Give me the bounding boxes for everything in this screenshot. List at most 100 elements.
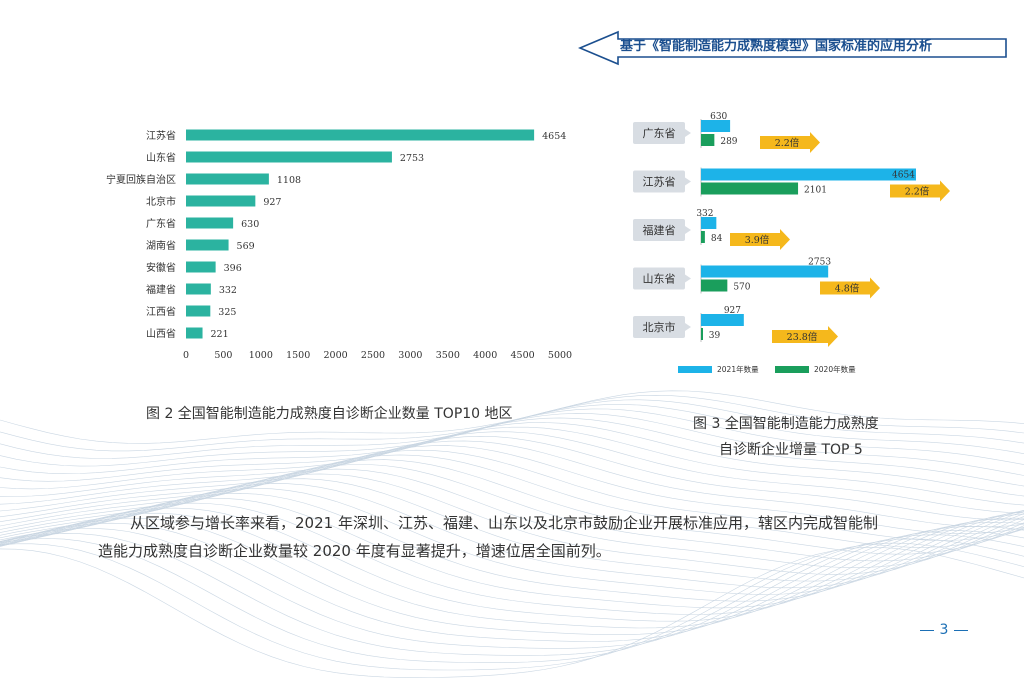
fig3-value-2020: 570 bbox=[733, 283, 750, 293]
fig2-category-label: 广东省 bbox=[146, 217, 176, 230]
fig2-category-label: 福建省 bbox=[146, 283, 176, 296]
wave-line bbox=[0, 528, 1024, 649]
fig3-value-2021: 2753 bbox=[808, 258, 831, 268]
fig3-category-box bbox=[633, 122, 685, 144]
fig3-category-label: 山东省 bbox=[643, 273, 676, 286]
fig3-category-label: 北京市 bbox=[643, 320, 676, 334]
fig2-bar bbox=[186, 195, 256, 207]
fig2-value-label: 4654 bbox=[542, 131, 566, 142]
wave-line bbox=[0, 417, 1024, 490]
fig2-tick-label: 1000 bbox=[249, 350, 273, 361]
figure3-caption-line1: 图 3 全国智能制造能力成熟度 bbox=[693, 416, 879, 432]
fig3-category-box bbox=[633, 170, 685, 193]
wave-line bbox=[0, 449, 1024, 541]
fig2-value-label: 2753 bbox=[400, 153, 424, 164]
fig2-bar bbox=[186, 173, 269, 185]
paragraph-line-2: 造能力成熟度自诊断企业数量较 2020 年度有显著提升，增速位居全国前列。 bbox=[98, 542, 611, 560]
fig3-bar-2021 bbox=[701, 168, 916, 181]
fig3-category-box bbox=[633, 219, 685, 241]
fig2-category-label: 山西省 bbox=[146, 327, 176, 340]
fig3-growth-arrow bbox=[772, 326, 838, 347]
fig3-growth-label: 4.8倍 bbox=[835, 283, 860, 295]
fig3-category-box-pointer bbox=[685, 129, 691, 137]
fig3-bar-2020 bbox=[701, 231, 705, 243]
fig3-bar-2021 bbox=[701, 265, 829, 278]
wave-line bbox=[0, 533, 1024, 656]
fig3-growth-label: 2.2倍 bbox=[775, 137, 800, 149]
wave-line bbox=[0, 413, 1024, 482]
fig2-tick-label: 4500 bbox=[511, 350, 535, 361]
fig2-tick-label: 500 bbox=[214, 350, 232, 361]
wave-line bbox=[0, 492, 1024, 602]
fig2-bar bbox=[186, 327, 203, 339]
fig2-bar bbox=[186, 151, 392, 163]
header-arrow-banner bbox=[578, 30, 1007, 66]
wave-line bbox=[0, 431, 1024, 514]
wave-line bbox=[0, 547, 1024, 678]
fig2-value-label: 630 bbox=[241, 219, 259, 230]
fig3-growth-label: 3.9倍 bbox=[745, 234, 770, 246]
figure3-caption-line2: 自诊断企业增量 TOP 5 bbox=[719, 442, 863, 458]
fig3-category-box-pointer bbox=[685, 226, 691, 234]
wave-line bbox=[0, 426, 1024, 506]
fig3-bar-2021 bbox=[701, 217, 717, 229]
fig2-bar bbox=[186, 239, 229, 251]
wave-line bbox=[0, 435, 1024, 521]
page-number-dash-left bbox=[919, 629, 934, 631]
wave-line bbox=[0, 473, 1024, 575]
fig2-bar bbox=[186, 129, 535, 141]
fig3-legend-swatch-2021 bbox=[678, 366, 712, 373]
fig3-legend-label-2021: 2021年数量 bbox=[717, 364, 759, 374]
wave-line bbox=[0, 542, 1024, 671]
fig3-legend-swatch-2020 bbox=[775, 366, 809, 373]
fig2-tick-label: 4000 bbox=[473, 350, 497, 361]
fig2-category-label: 北京市 bbox=[146, 195, 176, 208]
fig2-bar bbox=[186, 283, 211, 295]
page-number-dash-right bbox=[954, 629, 969, 631]
fig2-tick-label: 0 bbox=[183, 350, 189, 361]
fig3-value-2020: 289 bbox=[720, 137, 737, 147]
fig2-category-label: 安徽省 bbox=[146, 261, 176, 274]
fig3-value-2020: 84 bbox=[711, 234, 723, 244]
fig2-bar bbox=[186, 217, 234, 229]
fig2-value-label: 396 bbox=[224, 263, 242, 274]
fig2-value-label: 1108 bbox=[277, 175, 301, 186]
fig2-value-label: 332 bbox=[219, 285, 237, 296]
figure2-bar-chart: 江苏省 4654 山东省 2753 宁夏回族自治区 1108 北京市 927 广东省 630 湖南省… bbox=[106, 129, 572, 361]
fig3-value-2020: 39 bbox=[709, 331, 721, 341]
wave-line bbox=[0, 517, 1024, 635]
fig2-category-label: 江苏省 bbox=[146, 129, 176, 142]
fig3-growth-label: 2.2倍 bbox=[905, 186, 930, 198]
fig2-tick-label: 2500 bbox=[361, 350, 385, 361]
fig3-bar-2020 bbox=[701, 182, 799, 195]
fig2-tick-label: 3000 bbox=[398, 350, 422, 361]
fig3-bar-2020 bbox=[701, 328, 703, 340]
wave-line bbox=[0, 422, 1024, 497]
fig3-value-2021: 927 bbox=[724, 306, 741, 316]
fig3-growth-arrow bbox=[760, 132, 820, 153]
fig2-value-label: 221 bbox=[211, 329, 229, 340]
wave-line bbox=[0, 498, 1024, 609]
fig2-value-label: 927 bbox=[263, 197, 281, 208]
wave-line bbox=[0, 468, 1024, 568]
paragraph-line-1: 从区域参与增长率来看，2021 年深圳、江苏、福建、山东以及北京市鼓励企业开展标… bbox=[130, 514, 878, 532]
fig3-category-box-pointer bbox=[685, 274, 691, 283]
fig2-bar bbox=[186, 305, 211, 317]
page-number: 3 bbox=[912, 620, 976, 640]
wave-line bbox=[0, 464, 1024, 562]
fig3-growth-label: 23.8倍 bbox=[787, 331, 818, 343]
fig2-category-label: 山东省 bbox=[146, 151, 176, 164]
fig3-category-box bbox=[633, 316, 685, 338]
wave-line bbox=[0, 440, 1024, 527]
wave-line bbox=[0, 483, 1024, 589]
fig3-bar-2021 bbox=[701, 314, 744, 326]
fig3-growth-arrow bbox=[890, 180, 950, 202]
wave-line bbox=[0, 512, 1024, 629]
wave-line bbox=[0, 502, 1024, 615]
fig2-category-label: 江西省 bbox=[146, 305, 176, 318]
wave-line bbox=[0, 522, 1024, 642]
fig3-bar-2020 bbox=[701, 134, 715, 146]
header-title: 基于《智能制造能力成熟度模型》国家标准的应用分析 bbox=[620, 39, 933, 54]
